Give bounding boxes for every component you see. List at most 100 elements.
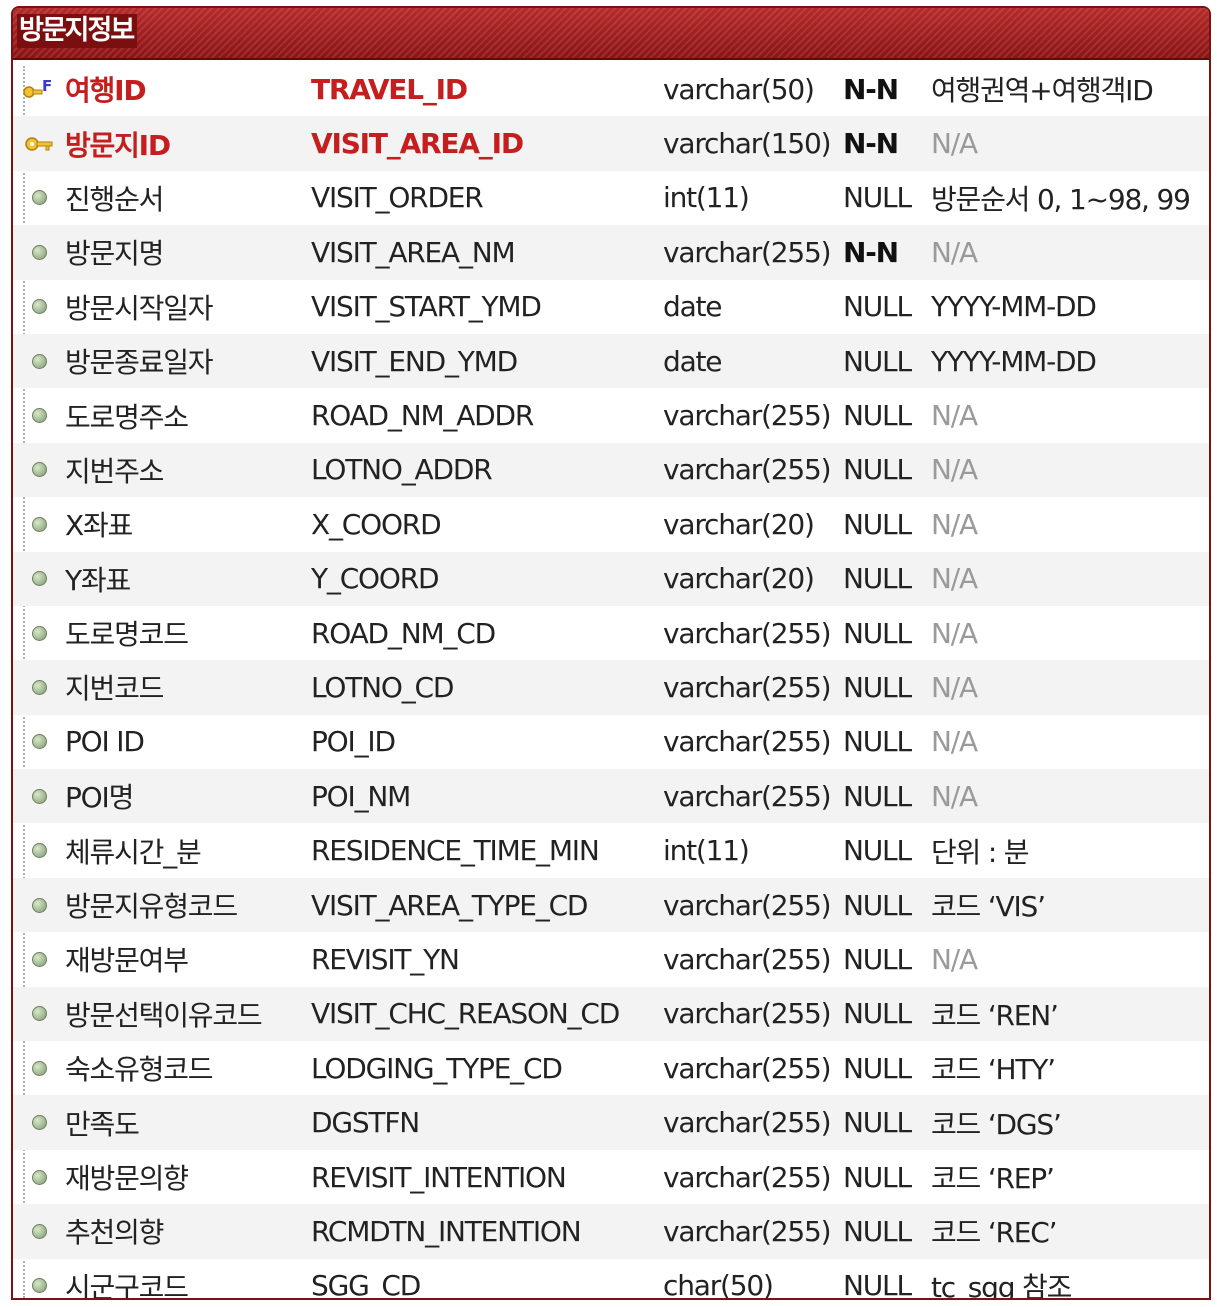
column-name: X_COORD — [311, 507, 442, 541]
attribute-icon — [13, 1006, 65, 1022]
column-name: REVISIT_YN — [311, 942, 460, 976]
column-name: VISIT_START_YMD — [311, 290, 542, 324]
attribute-row[interactable]: 재방문의향 REVISIT_INTENTION varchar(255) NULL 코드… — [13, 1150, 1209, 1204]
description: 단위 : 분 — [931, 835, 1030, 869]
description: N/A — [931, 399, 978, 433]
nullability: NULL — [843, 181, 912, 215]
attribute-icon — [13, 679, 65, 695]
attribute-row[interactable]: POI명 POI_NM varchar(255) NULL N/A — [13, 769, 1209, 824]
attribute-name: 재방문의향 — [65, 1162, 189, 1195]
column-name: SGG_CD — [311, 1269, 421, 1300]
nullability: N-N — [843, 127, 899, 161]
attribute-icon — [13, 462, 65, 478]
column-name: RCMDTN_INTENTION — [311, 1214, 582, 1248]
attribute-row[interactable]: 만족도 DGSTFN varchar(255) NULL 코드 ‘DGS’ — [13, 1095, 1209, 1150]
attribute-list: F 여행ID TRAVEL_ID varchar(50) N-N 여행권역+여행객ID 방문… — [13, 62, 1209, 1300]
attribute-name: X좌표 — [65, 509, 133, 543]
attribute-row[interactable]: Y좌표 Y_COORD varchar(20) NULL N/A — [13, 551, 1209, 606]
resize-handle[interactable]: ⋮ — [1203, 426, 1209, 452]
data-type: int(11) — [663, 834, 750, 868]
column-name: DGSTFN — [311, 1106, 420, 1140]
description: 방문순서 0, 1~98, 99 — [931, 182, 1191, 216]
attribute-row[interactable]: 도로명코드 ROAD_NM_CD varchar(255) NULL N/A — [13, 606, 1209, 660]
nullability: NULL — [843, 670, 912, 704]
attribute-icon — [13, 843, 65, 859]
nullability: N-N — [843, 235, 899, 269]
description: N/A — [931, 942, 978, 976]
attribute-row[interactable]: 방문종료일자 VISIT_END_YMD date NULL YYYY-MM-DD — [13, 333, 1209, 389]
attribute-row[interactable]: 도로명주소 ROAD_NM_ADDR varchar(255) NULL N/A — [13, 388, 1209, 442]
attribute-row[interactable]: 방문지유형코드 VISIT_AREA_TYPE_CD varchar(255) NUL… — [13, 877, 1209, 933]
description: N/A — [931, 235, 978, 269]
column-name: ROAD_NM_CD — [311, 616, 496, 650]
entity-title: 방문지정보 — [17, 14, 138, 48]
data-type: varchar(255) — [663, 725, 832, 759]
attribute-name: POI ID — [65, 725, 145, 759]
description: 코드 ‘HTY’ — [931, 1053, 1056, 1087]
data-type: varchar(255) — [663, 235, 832, 269]
column-name: LOTNO_ADDR — [311, 453, 493, 487]
column-name: ROAD_NM_ADDR — [311, 399, 534, 433]
nullability: NULL — [843, 399, 912, 433]
attribute-icon — [13, 190, 65, 206]
entity-table[interactable]: 방문지정보 F 여행ID TRAVEL_ID varchar(50) N-N 여행권역+여… — [11, 6, 1211, 1300]
attribute-name: 시군구코드 — [65, 1270, 189, 1300]
data-type: varchar(150) — [663, 127, 832, 161]
column-name: LOTNO_CD — [311, 670, 454, 704]
description: 코드 ‘REC’ — [931, 1216, 1058, 1250]
description: 여행권역+여행객ID — [931, 74, 1154, 108]
attribute-row[interactable]: X좌표 X_COORD varchar(20) NULL N/A — [13, 497, 1209, 551]
attribute-icon — [13, 408, 65, 424]
attribute-row[interactable]: 방문지ID VISIT_AREA_ID varchar(150) N-N N/A — [13, 116, 1209, 171]
entity-title-bar[interactable]: 방문지정보 — [13, 8, 1209, 60]
attribute-icon — [13, 1278, 65, 1294]
description: YYYY-MM-DD — [931, 290, 1097, 324]
description: N/A — [931, 616, 978, 650]
column-name: POI_NM — [311, 779, 411, 813]
column-name: VISIT_END_YMD — [311, 344, 518, 378]
attribute-name: 방문지ID — [65, 128, 171, 162]
attribute-row[interactable]: 방문지명 VISIT_AREA_NM varchar(255) N-N N/A — [13, 225, 1209, 280]
attribute-row[interactable]: 지번코드 LOTNO_CD varchar(255) NULL N/A — [13, 660, 1209, 715]
attribute-name: 추천의향 — [65, 1216, 164, 1250]
attribute-row[interactable]: 숙소유형코드 LODGING_TYPE_CD varchar(255) NULL 코드 … — [13, 1041, 1209, 1095]
column-name: REVISIT_INTENTION — [311, 1160, 567, 1194]
description: N/A — [931, 507, 978, 541]
attribute-name: 진행순서 — [65, 182, 164, 216]
pk-key-icon — [13, 135, 65, 153]
attribute-name: POI명 — [65, 781, 134, 815]
nullability: NULL — [843, 290, 912, 324]
attribute-row[interactable]: 지번주소 LOTNO_ADDR varchar(255) NULL N/A — [13, 442, 1209, 498]
attribute-name: 방문종료일자 — [65, 346, 214, 380]
attribute-row[interactable]: 방문선택이유코드 VISIT_CHC_REASON_CD varchar(255) N… — [13, 986, 1209, 1042]
column-name: TRAVEL_ID — [311, 72, 468, 106]
column-name: LODGING_TYPE_CD — [311, 1051, 563, 1085]
attribute-row[interactable]: 방문시작일자 VISIT_START_YMD date NULL YYYY-MM-DD — [13, 280, 1209, 334]
nullability: NULL — [843, 997, 912, 1031]
attribute-row[interactable]: 시군구코드 SGG_CD char(50) NULL tc_sgg 참조 — [13, 1259, 1209, 1300]
description: N/A — [931, 562, 978, 596]
data-type: varchar(255) — [663, 779, 832, 813]
description: 코드 ‘DGS’ — [931, 1107, 1062, 1141]
description: 코드 ‘REP’ — [931, 1162, 1055, 1195]
attribute-row[interactable]: 추천의향 RCMDTN_INTENTION varchar(255) NULL 코드 ‘… — [13, 1204, 1209, 1259]
data-type: varchar(20) — [663, 507, 815, 541]
attribute-name: 방문지유형코드 — [65, 890, 238, 924]
attribute-name: 방문지명 — [65, 237, 164, 271]
column-name: VISIT_AREA_TYPE_CD — [311, 888, 588, 922]
attribute-row[interactable]: POI ID POI_ID varchar(255) NULL N/A — [13, 715, 1209, 769]
attribute-row[interactable]: 체류시간_분 RESIDENCE_TIME_MIN int(11) NULL 단위 : … — [13, 823, 1209, 877]
attribute-row[interactable]: F 여행ID TRAVEL_ID varchar(50) N-N 여행권역+여행객ID — [13, 62, 1209, 116]
attribute-row[interactable]: 재방문여부 REVISIT_YN varchar(255) NULL N/A — [13, 932, 1209, 986]
data-type: varchar(20) — [663, 562, 815, 596]
data-type: varchar(255) — [663, 616, 832, 650]
attribute-row[interactable]: 진행순서 VISIT_ORDER int(11) NULL 방문순서 0, 1~98, … — [13, 171, 1209, 225]
attribute-icon — [13, 1169, 65, 1185]
description: N/A — [931, 725, 978, 759]
svg-text:F: F — [42, 77, 51, 95]
attribute-icon — [13, 951, 65, 967]
attribute-icon — [13, 1223, 65, 1239]
data-type: char(50) — [663, 1269, 774, 1300]
data-type: varchar(255) — [663, 888, 832, 922]
attribute-name: 도로명코드 — [65, 618, 189, 652]
